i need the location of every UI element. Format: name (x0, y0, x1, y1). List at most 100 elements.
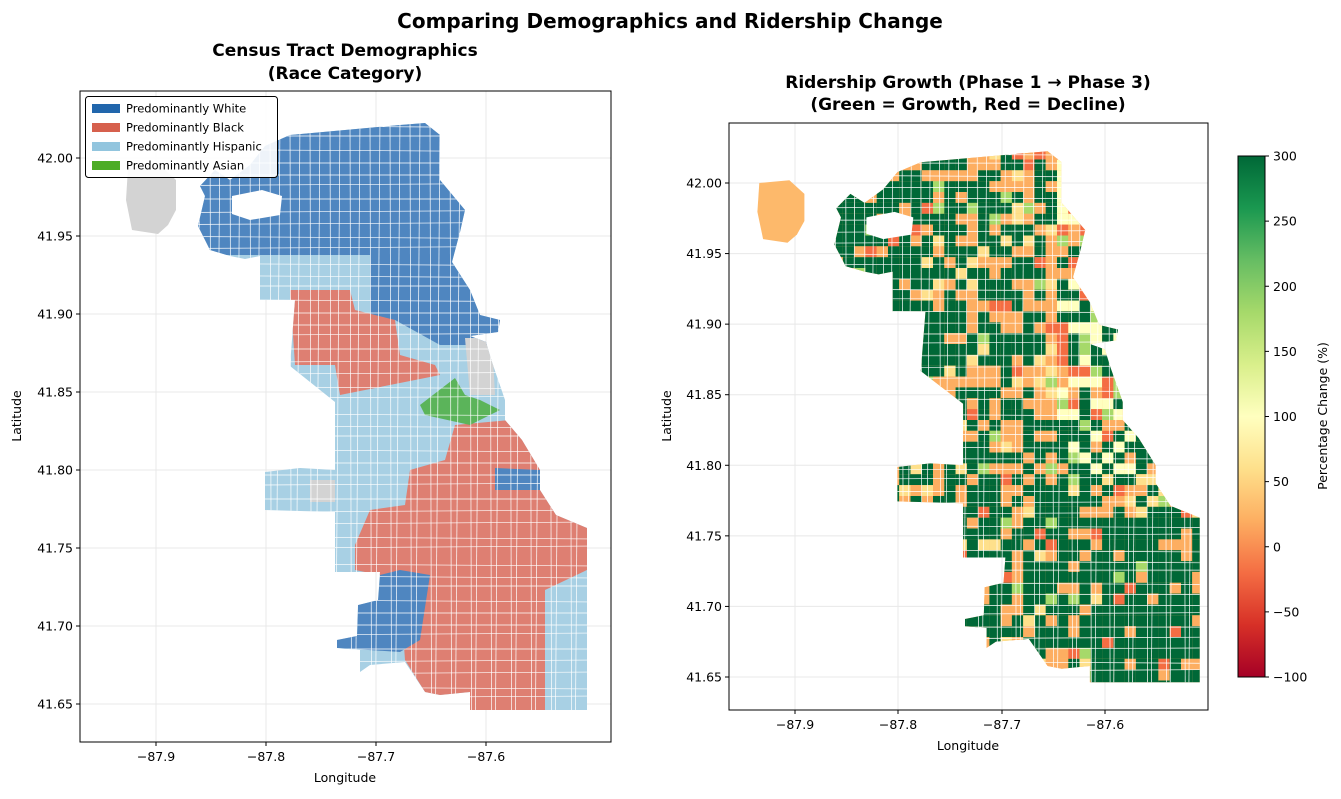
tract (1124, 604, 1136, 616)
tract (989, 626, 1001, 638)
tract (1079, 159, 1091, 171)
tract (921, 289, 933, 301)
tract (1079, 485, 1091, 496)
tract (1169, 496, 1181, 507)
tract (1204, 572, 1215, 583)
tract (966, 680, 979, 683)
tract (1045, 647, 1057, 659)
tract (888, 268, 900, 279)
tract (1192, 268, 1200, 279)
tract (1192, 278, 1200, 290)
tract (1023, 604, 1035, 616)
tract (1023, 311, 1035, 323)
tract (978, 615, 990, 627)
tract (1113, 235, 1125, 247)
tract (989, 528, 1001, 540)
tract (1000, 246, 1012, 258)
tract (865, 441, 877, 453)
tract (966, 311, 979, 323)
tract (1034, 300, 1046, 312)
grayA-tracts (465, 338, 495, 395)
tract (888, 202, 900, 214)
tract (1023, 658, 1035, 670)
tract (1090, 615, 1103, 627)
tract (1079, 311, 1091, 323)
tract (921, 213, 933, 225)
tract (933, 409, 945, 420)
tract (888, 300, 900, 312)
tract (842, 278, 855, 290)
tract (989, 268, 1001, 279)
tract (989, 593, 1001, 605)
tract (1034, 354, 1046, 366)
tract (989, 430, 1001, 442)
tract (854, 300, 866, 312)
tract (1169, 680, 1181, 683)
tract (978, 441, 990, 453)
tract (865, 669, 877, 681)
tract (944, 322, 956, 334)
tract (1045, 550, 1057, 562)
tract (955, 289, 967, 301)
colorbar-label: Percentage Change (%) (1315, 342, 1330, 490)
tract (899, 398, 911, 410)
tract (910, 528, 922, 540)
tract (865, 333, 877, 344)
tract (966, 224, 979, 236)
x-tick-label: −87.6 (1086, 717, 1124, 732)
tract (842, 344, 855, 355)
tract (944, 387, 956, 399)
tract (1079, 474, 1091, 486)
tract (1158, 202, 1170, 214)
tract (955, 278, 967, 290)
tract (1124, 170, 1136, 182)
tract (944, 496, 956, 507)
tract (989, 202, 1001, 214)
tract (1000, 604, 1012, 616)
tract (978, 151, 990, 160)
tract (1011, 235, 1024, 247)
tract (1090, 344, 1103, 355)
tract (842, 582, 855, 594)
tract (854, 202, 866, 214)
tract (1011, 409, 1024, 420)
tract (978, 550, 990, 562)
tract (1068, 452, 1080, 464)
y-tick-label: 41.95 (686, 246, 722, 261)
tract (1011, 637, 1024, 648)
tract (1023, 550, 1035, 562)
tract (1000, 452, 1012, 464)
tract (921, 322, 933, 334)
tract (989, 485, 1001, 496)
tract (834, 289, 843, 301)
tract (1068, 246, 1080, 258)
whiteSouth-tracts (337, 570, 430, 652)
legend-label: Predominantly Black (126, 121, 244, 135)
tract (1102, 289, 1114, 301)
tract (933, 344, 945, 355)
tract (921, 365, 933, 377)
tract (1102, 159, 1114, 171)
tract (1124, 474, 1136, 486)
tract (966, 517, 979, 529)
tract (910, 181, 922, 192)
tract (1079, 151, 1091, 160)
tract (1034, 170, 1046, 182)
tract (1068, 268, 1080, 279)
tract (1057, 680, 1069, 683)
tract (1000, 539, 1012, 551)
tract-boundary (415, 123, 421, 710)
tract (1192, 300, 1200, 312)
tract (955, 626, 967, 638)
tract (1204, 496, 1215, 507)
tract (1057, 151, 1069, 160)
x-tick-label: −87.6 (467, 749, 505, 764)
tract (888, 289, 900, 301)
tract (1192, 680, 1200, 683)
tract (876, 474, 888, 486)
tract (1000, 344, 1012, 355)
tract (921, 452, 933, 464)
tract (1192, 441, 1200, 453)
tract (854, 235, 866, 247)
